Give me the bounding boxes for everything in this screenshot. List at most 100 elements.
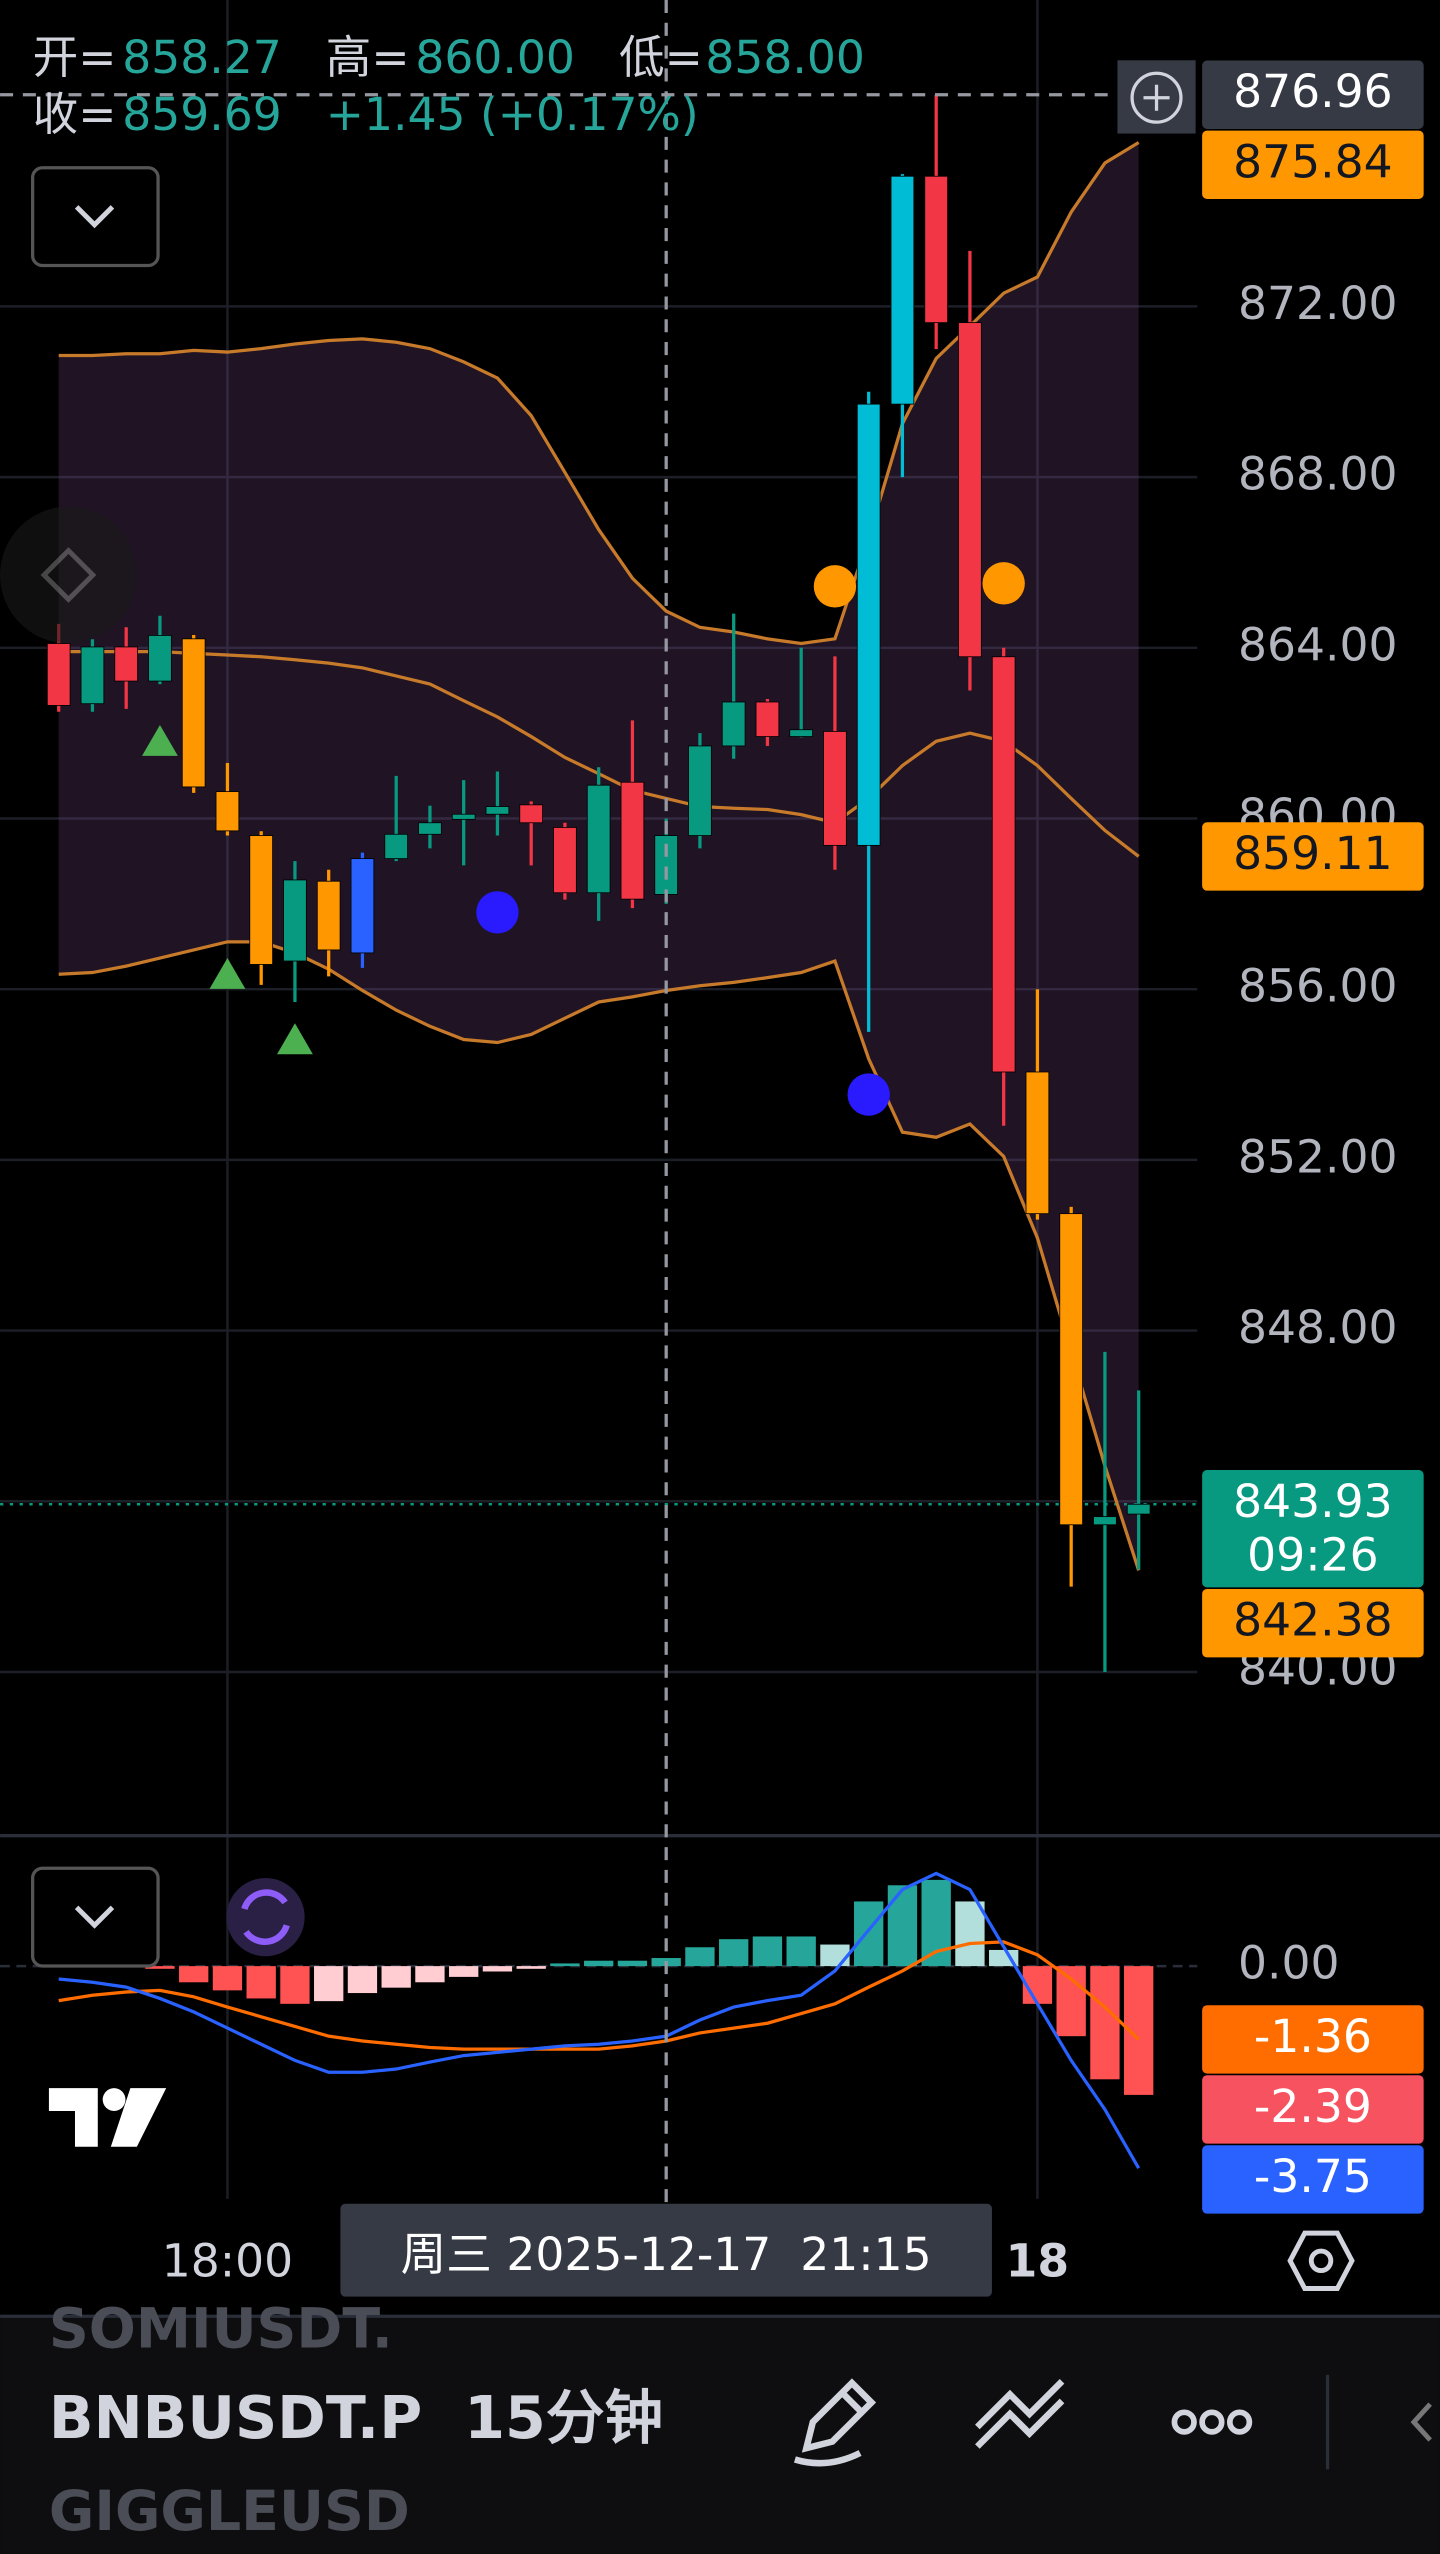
macd-collapse-button[interactable] bbox=[31, 1866, 160, 1968]
interval[interactable]: 15分钟 bbox=[464, 2384, 663, 2452]
add-crosshair-button[interactable] bbox=[1117, 60, 1196, 134]
candle-body bbox=[856, 403, 881, 846]
price-tag-label: 876.96 bbox=[1233, 65, 1393, 118]
candle-body bbox=[1126, 1503, 1151, 1515]
open-label: 开= bbox=[33, 31, 117, 84]
candle-body bbox=[553, 827, 577, 894]
candle-body bbox=[215, 791, 240, 832]
price-pane: 840.00844.00848.00852.00856.00860.00864.… bbox=[46, 94, 1398, 1695]
price-tag-timer: 09:26 bbox=[1247, 1529, 1378, 1582]
price-tag-label: 875.84 bbox=[1233, 135, 1393, 188]
candle-body bbox=[1093, 1516, 1117, 1526]
y-tick-label: 0.00 bbox=[1238, 1937, 1340, 1990]
signal-dot bbox=[813, 565, 857, 608]
candle-body bbox=[789, 729, 813, 737]
close-label: 收= bbox=[33, 88, 117, 141]
price-tag bbox=[1202, 60, 1424, 129]
draw-button[interactable] bbox=[793, 2378, 877, 2467]
overlays: 18:00 18 周三 2025-12-17 21:15 876.96 875.84 85… bbox=[0, 0, 1424, 2297]
candle-body bbox=[350, 858, 375, 954]
signal-dot bbox=[847, 1073, 890, 1116]
candle-body bbox=[148, 635, 172, 682]
more-button[interactable] bbox=[1171, 2409, 1253, 2435]
histogram-bar bbox=[617, 1960, 648, 1967]
scroll-left-button[interactable] bbox=[1410, 2402, 1432, 2442]
x-tick-label: 18 bbox=[1006, 2235, 1069, 2288]
candle-body bbox=[924, 175, 948, 324]
symbol-current[interactable]: BNBUSDT.P bbox=[49, 2384, 422, 2452]
histogram-bar bbox=[820, 1944, 850, 1967]
candle-body bbox=[485, 806, 510, 815]
histogram-bar bbox=[550, 1963, 580, 1967]
histogram-bar bbox=[786, 1936, 816, 1967]
signal-triangle bbox=[142, 724, 178, 756]
candle-body bbox=[181, 638, 206, 788]
histogram-bar bbox=[179, 1966, 209, 1983]
price-tag-label: -2.39 bbox=[1254, 2080, 1372, 2133]
toolbar bbox=[0, 2316, 1440, 2554]
collapse-button[interactable] bbox=[31, 166, 160, 268]
candle-body bbox=[418, 822, 442, 835]
band-lower bbox=[58, 940, 1141, 1571]
histogram-bar bbox=[482, 1966, 513, 1972]
candle-body bbox=[890, 175, 915, 405]
histogram-bar bbox=[685, 1947, 715, 1967]
tradingview-logo bbox=[48, 2088, 167, 2147]
candle-body bbox=[451, 813, 476, 820]
candle-body bbox=[586, 784, 611, 894]
y-tick-label: 868.00 bbox=[1238, 448, 1398, 501]
histogram-bar bbox=[854, 1901, 884, 1967]
crosshair-time-box bbox=[340, 2203, 992, 2297]
price-tag bbox=[1202, 2075, 1424, 2144]
histogram-bar bbox=[415, 1966, 445, 1983]
histogram-bar bbox=[955, 1901, 985, 1967]
histogram-bar bbox=[347, 1966, 378, 1994]
signal-dot bbox=[476, 891, 519, 934]
y-tick-label: 856.00 bbox=[1238, 960, 1398, 1013]
candle-body bbox=[316, 880, 341, 951]
macd-pane: 0.00 bbox=[0, 1871, 1340, 2170]
refresh-button[interactable] bbox=[226, 1878, 305, 1957]
symbol-prev[interactable]: SOMIUSDT. bbox=[49, 2298, 393, 2362]
price-tag bbox=[1202, 130, 1424, 199]
high-value: 860.00 bbox=[415, 31, 575, 84]
candle-body bbox=[46, 643, 71, 706]
candle-body bbox=[620, 781, 645, 900]
price-tag bbox=[1202, 822, 1424, 891]
histogram-bar bbox=[280, 1966, 310, 2004]
symbol-next[interactable]: GIGGLEUSD bbox=[49, 2480, 410, 2544]
signal-triangle bbox=[209, 957, 246, 989]
y-tick-label: 872.00 bbox=[1238, 277, 1398, 330]
candle-body bbox=[384, 833, 408, 860]
price-tag-label: 843.93 bbox=[1233, 1475, 1393, 1528]
y-tick-label: 864.00 bbox=[1238, 618, 1398, 671]
histogram-bar bbox=[584, 1960, 614, 1967]
trendline-button[interactable] bbox=[975, 2379, 1065, 2449]
settings-button[interactable] bbox=[1287, 2230, 1355, 2291]
price-tag-label: 842.38 bbox=[1233, 1594, 1393, 1647]
candle-body bbox=[519, 804, 543, 824]
signal-dot bbox=[982, 562, 1025, 605]
low-value: 858.00 bbox=[705, 31, 865, 84]
price-tag-label: -3.75 bbox=[1254, 2150, 1372, 2203]
price-tag-label: 859.11 bbox=[1233, 827, 1393, 880]
candle-body bbox=[283, 879, 307, 962]
macd-line bbox=[58, 1871, 1141, 2170]
candle-body bbox=[823, 731, 847, 846]
ohlc-header: 开= 858.27 高= 860.00 低= 858.00 收= 859.69 … bbox=[33, 31, 865, 141]
histogram-bar bbox=[1056, 1966, 1086, 2037]
histogram-bar bbox=[516, 1966, 546, 1969]
candle-body bbox=[958, 322, 982, 658]
price-tag bbox=[1202, 2145, 1424, 2214]
histogram-bar bbox=[449, 1966, 479, 1977]
close-value: 859.69 bbox=[122, 88, 282, 141]
candle-body bbox=[755, 701, 780, 737]
candle-body bbox=[1059, 1213, 1083, 1526]
price-tag bbox=[1202, 2005, 1424, 2074]
candle-body bbox=[688, 745, 712, 836]
high-label: 高= bbox=[326, 31, 410, 84]
y-tick-label: 848.00 bbox=[1238, 1301, 1398, 1354]
change-value: +1.45 (+0.17%) bbox=[326, 88, 699, 141]
